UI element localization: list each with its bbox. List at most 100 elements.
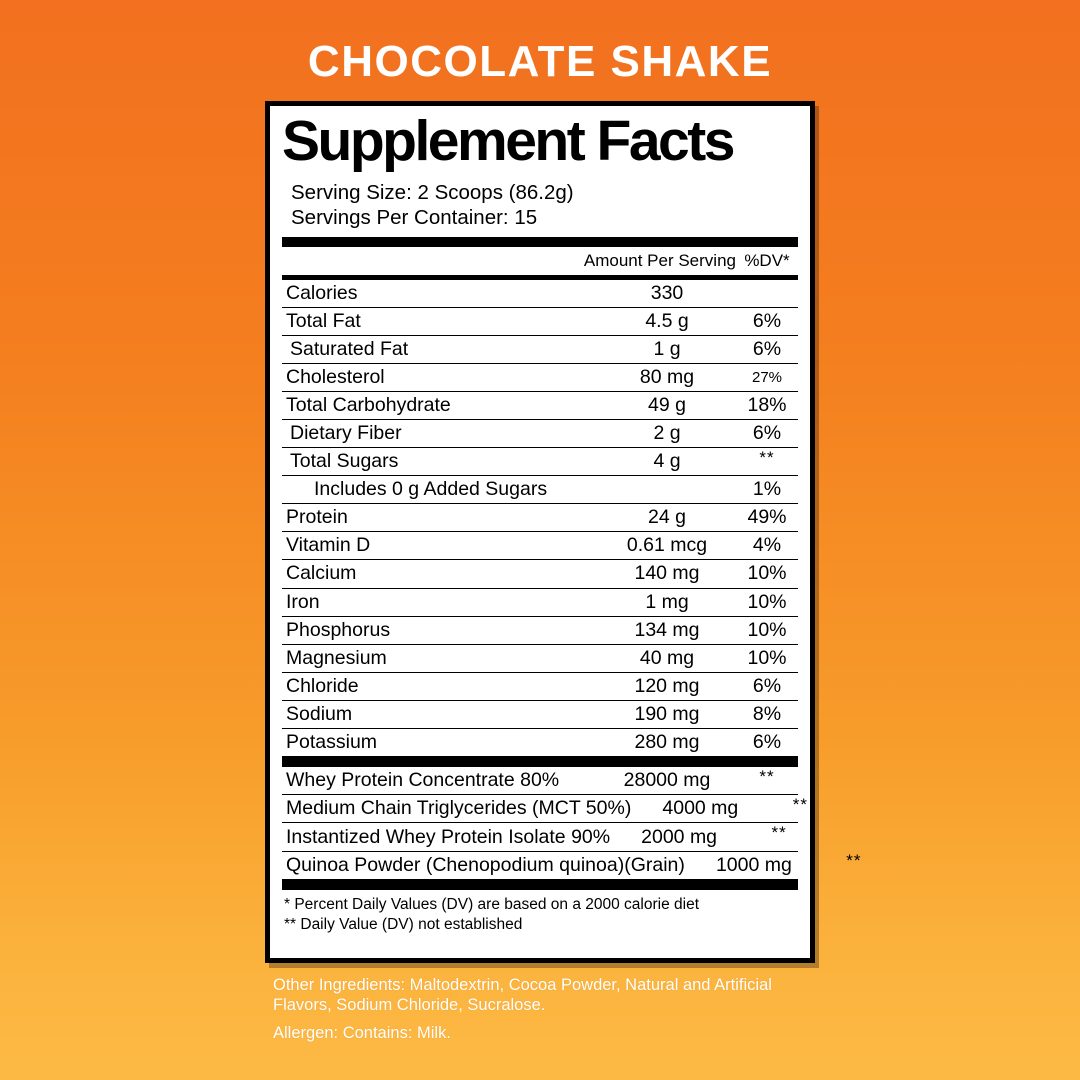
nutrient-amount: 2000 mg (641, 825, 718, 848)
serving-size: Serving Size: 2 Scoops (86.2g) (291, 180, 574, 204)
nutrient-amount: 28000 mg (623, 769, 711, 792)
nutrient-dv: 6% (752, 731, 782, 754)
nutrient-label: Includes 0 g Added Sugars (314, 478, 548, 501)
nutrient-row: Medium Chain Triglycerides (MCT 50%) 4000… (282, 795, 807, 824)
nutrient-row: Protein 24 g 49% (282, 504, 798, 533)
nutrient-label: Chloride (286, 674, 359, 697)
divider-bar-header (282, 274, 798, 280)
nutrient-amount: 280 mg (634, 731, 700, 754)
nutrient-dv: ** (759, 766, 775, 786)
nutrient-label: Protein (286, 506, 348, 529)
nutrient-dv: 10% (747, 562, 787, 585)
table-column-header: Amount Per Serving %DV* (282, 247, 798, 275)
nutrient-dv: ** (846, 851, 862, 871)
nutrient-dv: 6% (752, 674, 782, 697)
nutrient-dv: 1% (752, 478, 782, 501)
nutrient-amount: 24 g (648, 506, 686, 529)
nutrient-dv: 27% (751, 368, 783, 386)
serving-info: Serving Size: 2 Scoops (86.2g) Servings … (291, 180, 798, 231)
nutrient-dv: 10% (747, 618, 787, 641)
nutrient-label: Instantized Whey Protein Isolate 90% (286, 825, 611, 848)
nutrient-row: Calories 330 (282, 280, 798, 308)
nutrient-row: Vitamin D 0.61 mcg 4% (282, 532, 798, 561)
nutrient-row: Calcium 140 mg 10% (282, 560, 798, 589)
nutrient-row: Total Sugars 4 g ** (282, 447, 798, 477)
nutrient-label: Cholesterol (286, 365, 385, 388)
nutrient-dv: 10% (747, 590, 787, 613)
nutrient-label: Calcium (286, 562, 357, 585)
column-amount-per-serving: Amount Per Serving (583, 250, 736, 270)
nutrient-amount: 80 mg (639, 365, 695, 388)
nutrient-amount: 1000 mg (715, 853, 792, 876)
servings-per-container: Servings Per Container: 15 (291, 206, 538, 230)
nutrient-amount: 4.5 g (645, 309, 689, 332)
nutrient-row: Instantized Whey Protein Isolate 90% 2000… (282, 823, 798, 852)
nutrient-row: Chloride 120 mg 6% (282, 673, 798, 701)
nutrient-dv: 18% (747, 393, 787, 416)
nutrient-amount: 1 mg (645, 590, 689, 613)
nutrient-row: Whey Protein Concentrate 80% 28000 mg ** (282, 766, 798, 796)
footnote-dv-not-established: ** Daily Value (DV) not established (284, 916, 523, 934)
nutrient-row: Total Carbohydrate 49 g 18% (282, 392, 798, 420)
nutrient-label: Potassium (286, 731, 378, 754)
nutrient-amount: 40 mg (639, 646, 695, 669)
column-dv: %DV* (744, 250, 790, 270)
nutrient-rows: Calories 330 Total Fat 4.5 g 6% Saturated Fat… (282, 280, 798, 757)
other-ingredients-text: Other Ingredients: Maltodextrin, Cocoa P… (273, 976, 772, 1015)
divider-bar-middle (282, 756, 798, 768)
footnotes: * Percent Daily Values (DV) are based on… (282, 890, 798, 936)
nutrient-label: Whey Protein Concentrate 80% (286, 769, 560, 792)
footer-notes: Other Ingredients: Maltodextrin, Cocoa P… (273, 975, 818, 1043)
nutrient-amount: 140 mg (634, 562, 700, 585)
nutrient-label: Iron (286, 590, 320, 613)
nutrient-dv: 8% (752, 702, 782, 725)
nutrient-dv: 4% (752, 534, 782, 557)
nutrient-row: Sodium 190 mg 8% (282, 701, 798, 729)
nutrient-amount: 134 mg (634, 618, 700, 641)
nutrient-amount: 49 g (648, 393, 686, 416)
nutrient-amount: 1 g (653, 337, 681, 360)
supplement-facts-heading: Supplement Facts (282, 109, 735, 173)
divider-bar-top (282, 236, 798, 247)
nutrient-label: Calories (286, 281, 358, 304)
nutrient-label: Phosphorus (286, 618, 391, 641)
nutrient-row: Cholesterol 80 mg 27% (282, 364, 798, 392)
nutrient-amount: 190 mg (634, 702, 700, 725)
divider-bar-bottom (282, 878, 798, 890)
nutrient-row: Iron 1 mg 10% (282, 589, 798, 617)
nutrient-row: Saturated Fat 1 g 6% (282, 336, 798, 364)
nutrient-label: Vitamin D (286, 534, 371, 557)
product-title: CHOCOLATE SHAKE (307, 37, 773, 86)
nutrient-row: Includes 0 g Added Sugars 1% (282, 476, 798, 505)
nutrient-row: Total Fat 4.5 g 6% (282, 308, 798, 336)
nutrient-label: Saturated Fat (290, 337, 409, 360)
nutrient-amount: 4000 mg (662, 797, 739, 820)
nutrient-amount: 2 g (653, 422, 681, 445)
nutrient-label: Total Carbohydrate (286, 393, 451, 416)
nutrient-row: Dietary Fiber 2 g 6% (282, 420, 798, 449)
nutrient-amount: 120 mg (634, 674, 700, 697)
nutrient-label: Total Fat (286, 309, 361, 332)
nutrient-amount: 0.61 mcg (626, 534, 708, 557)
nutrient-dv: ** (792, 794, 808, 814)
nutrient-label: Quinoa Powder (Chenopodium quinoa)(Grain… (286, 853, 685, 876)
footnote-percent-dv: * Percent Daily Values (DV) are based on… (284, 895, 699, 913)
nutrient-label: Dietary Fiber (290, 422, 402, 445)
nutrient-label: Magnesium (286, 646, 387, 669)
nutrient-row: Potassium 280 mg 6% (282, 729, 798, 756)
nutrient-dv: 6% (752, 309, 782, 332)
nutrient-amount: 4 g (653, 450, 681, 473)
nutrient-dv: ** (771, 823, 787, 843)
nutrient-label: Sodium (286, 702, 353, 725)
nutrient-dv: 49% (747, 506, 787, 529)
nutrient-label: Medium Chain Triglycerides (MCT 50%) (286, 797, 632, 820)
allergen-text: Allergen: Contains: Milk. (273, 1023, 451, 1042)
nutrient-row: Magnesium 40 mg 10% (282, 645, 798, 673)
nutrient-label: Total Sugars (290, 450, 399, 473)
nutrient-row: Quinoa Powder (Chenopodium quinoa)(Grain… (282, 851, 861, 879)
nutrient-dv: 6% (752, 337, 782, 360)
nutrient-dv: 6% (752, 422, 782, 445)
blend-rows: Whey Protein Concentrate 80% 28000 mg ** Me… (282, 766, 861, 879)
nutrient-amount: 330 (650, 281, 684, 304)
nutrient-dv: ** (759, 447, 775, 467)
